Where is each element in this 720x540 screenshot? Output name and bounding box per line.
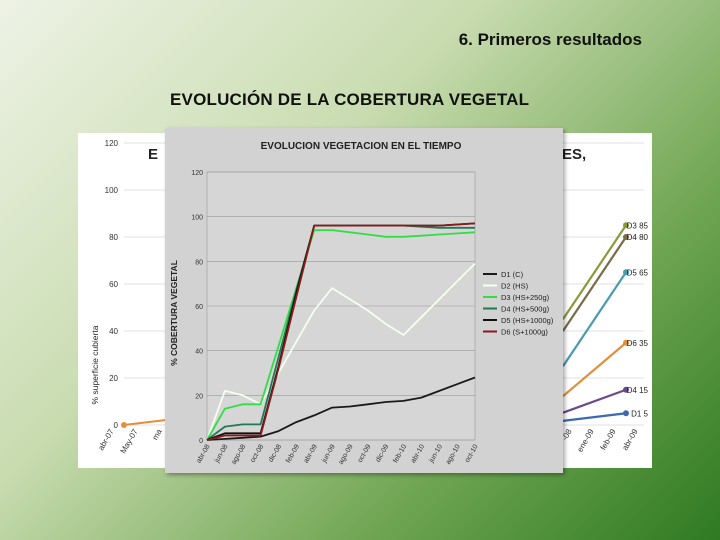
background-series-fragment	[562, 236, 627, 332]
y-tick-label: 0	[199, 438, 203, 445]
section-title: EVOLUCIÓN DE LA COBERTURA VEGETAL	[170, 90, 530, 109]
series-line-d1	[206, 376, 476, 441]
background-end-label: D6 35	[627, 339, 649, 348]
x-tick-label: ago-09	[338, 443, 355, 465]
background-x-tick-label: abr-09	[620, 427, 640, 452]
background-series-fragment	[562, 271, 627, 367]
background-y-tick-label: 100	[105, 186, 119, 195]
background-x-tick-label: ene-09	[575, 427, 596, 454]
x-tick-label: abr-10	[410, 443, 426, 464]
background-end-label: D5 65	[627, 268, 649, 277]
chart-title: EVOLUCION VEGETACION EN EL TIEMPO	[261, 141, 462, 152]
background-end-label: D3 85	[627, 221, 649, 230]
x-tick-label: oct-10	[464, 443, 480, 463]
legend-entry: D6 (S+1000g)	[501, 328, 548, 337]
x-tick-label: ago-08	[231, 443, 248, 465]
foreground-chart: EVOLUCION VEGETACION EN EL TIEMPO % COBE…	[165, 128, 563, 473]
background-x-tick-label: May-07	[119, 427, 140, 455]
series-line-d2	[206, 262, 476, 441]
background-y-tick-label: 60	[109, 280, 118, 289]
x-tick-label: jun-09	[321, 443, 337, 464]
background-end-label: D4 15	[627, 386, 649, 395]
background-end-label: D1 5	[631, 409, 648, 418]
y-tick-label: 100	[191, 215, 203, 222]
legend-entry: D3 (HS+250g)	[501, 293, 550, 302]
legend-entry: D2 (HS)	[501, 282, 529, 291]
x-tick-label: feb-09	[285, 443, 301, 464]
background-series-fragment	[562, 412, 627, 422]
legend-entry: D1 (C)	[501, 270, 524, 279]
background-chart-title-left: E	[148, 146, 158, 163]
background-y-tick-label: 80	[109, 233, 118, 242]
background-y-tick-label: 40	[109, 327, 118, 336]
background-x-tick-label: ma	[150, 427, 164, 442]
x-tick-label: jun-08	[213, 443, 229, 464]
background-x-tick-label: feb-09	[599, 427, 618, 452]
y-tick-label: 120	[191, 170, 203, 177]
background-series-fragment	[562, 388, 627, 414]
x-tick-label: abr-08	[196, 443, 212, 464]
background-series-fragment	[562, 224, 627, 320]
y-tick-label: 80	[195, 259, 203, 266]
background-y-tick-label: 0	[114, 421, 119, 430]
background-series-point	[623, 269, 629, 276]
y-axis-label: % COBERTURA VEGETAL	[169, 260, 179, 366]
y-tick-label: 60	[195, 304, 203, 311]
x-tick-label: oct-09	[357, 443, 373, 463]
legend-entry: D5 (HS+1000g)	[501, 316, 554, 325]
slide-title: 6. Primeros resultados	[458, 30, 642, 49]
background-x-tick-label: abr-07	[96, 427, 116, 452]
y-tick-label: 20	[195, 393, 203, 400]
background-chart-ylabel: % superficie cubierta	[90, 325, 100, 404]
background-series-point	[623, 222, 629, 229]
x-tick-label: abr-09	[303, 443, 319, 464]
series-line-d6	[206, 222, 476, 441]
series-line-d3	[206, 229, 476, 441]
background-chart-title-right: ES,	[562, 146, 586, 163]
x-tick-label: dic-08	[268, 443, 284, 463]
background-y-tick-label: 20	[109, 374, 118, 383]
background-series-point	[121, 422, 127, 428]
background-series-point	[623, 234, 629, 240]
background-end-label: D4 80	[627, 233, 649, 242]
x-tick-label: feb-10	[392, 443, 408, 464]
background-y-tick-label: 120	[105, 139, 119, 148]
y-tick-label: 40	[195, 349, 203, 356]
background-series-fragment	[562, 341, 627, 398]
x-tick-label: dic-09	[375, 443, 391, 463]
background-series-point	[623, 386, 629, 393]
legend-entry: D4 (HS+500g)	[501, 305, 550, 314]
x-tick-label: oct-08	[250, 443, 266, 463]
foreground-chart-svg: EVOLUCION VEGETACION EN EL TIEMPO % COBE…	[169, 141, 554, 466]
x-tick-label: jun-10	[428, 443, 444, 464]
background-series-point	[623, 339, 629, 346]
background-series-point	[623, 410, 629, 417]
x-tick-label: ago-10	[445, 443, 462, 465]
